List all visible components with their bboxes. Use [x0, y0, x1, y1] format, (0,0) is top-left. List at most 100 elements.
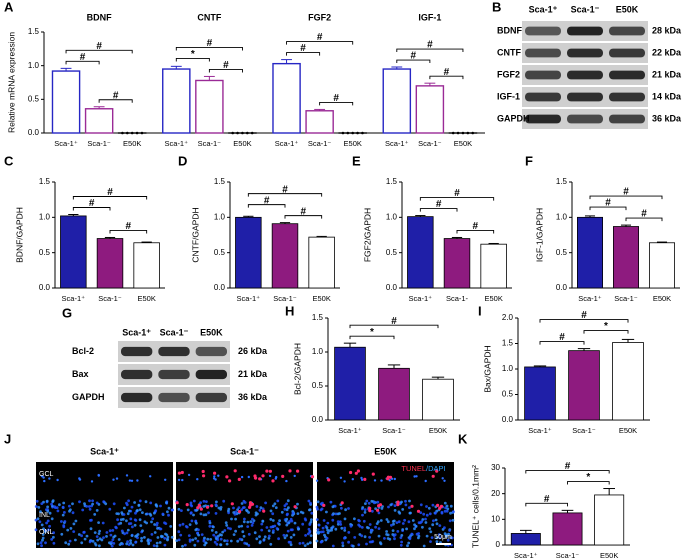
nucleus [136, 509, 139, 512]
nucleus [158, 527, 162, 531]
nucleus [74, 538, 77, 542]
zero-dot [126, 131, 129, 135]
nucleus [184, 525, 188, 528]
y-axis-label: Relative mRNA expression [6, 32, 16, 133]
x-tick-label: Sca-1⁺ [338, 426, 362, 435]
panel-letter: A [4, 0, 14, 14]
tunel-cell [340, 501, 344, 505]
y-tick-label: 1.0 [39, 212, 51, 221]
nucleus [80, 541, 84, 545]
panel-letter: G [62, 305, 72, 320]
nucleus [383, 537, 386, 540]
nucleus [87, 505, 91, 508]
nucleus [148, 512, 152, 516]
nucleus [450, 536, 454, 540]
tunel-cell [177, 471, 181, 475]
nucleus [98, 544, 101, 548]
zero-dot [471, 131, 475, 135]
nucleus [207, 511, 210, 515]
nucleus [140, 536, 144, 540]
nucleus [208, 524, 212, 528]
nucleus [194, 537, 198, 540]
y-tick-label: 1.5 [39, 177, 51, 186]
tunel-cell [377, 504, 381, 508]
significance-label: # [89, 198, 95, 209]
nucleus [141, 529, 144, 533]
nucleus [237, 525, 241, 528]
nucleus [90, 518, 93, 522]
group-label: IGF-1 [418, 12, 441, 22]
x-tick-label: Sca-1⁺ [409, 294, 433, 303]
nucleus [326, 528, 329, 532]
nucleus [34, 528, 38, 532]
bar [195, 79, 224, 134]
nucleus [153, 511, 156, 515]
significance-bracket [319, 101, 354, 106]
nucleus [242, 499, 246, 503]
nucleus [411, 519, 415, 522]
zero-dot [461, 131, 465, 135]
blot-protein-label: IGF-1 [497, 91, 520, 101]
gcl-nucleus [380, 479, 383, 482]
nucleus [123, 506, 126, 510]
group-label: FGF2 [308, 12, 331, 22]
nucleus [60, 520, 63, 523]
nucleus [95, 509, 99, 512]
nucleus [166, 510, 169, 514]
tunel-cell [310, 475, 315, 479]
nucleus [192, 499, 196, 503]
nucleus [409, 511, 412, 515]
blot-protein-label: BDNF [497, 25, 522, 35]
tunel-cell [363, 477, 367, 481]
nucleus [381, 505, 384, 508]
nucleus [425, 505, 428, 508]
gcl-nucleus [214, 478, 217, 481]
significance-bracket [396, 59, 431, 64]
nucleus [333, 504, 337, 508]
nucleus [126, 540, 129, 544]
layer-label: GCL [39, 471, 54, 478]
nucleus [448, 519, 452, 523]
nucleus [225, 542, 229, 546]
nucleus [367, 501, 371, 505]
tunel-cell [248, 501, 253, 505]
nucleus [443, 501, 447, 505]
nucleus [316, 500, 320, 504]
nucleus [167, 506, 171, 510]
nucleus [269, 542, 273, 546]
gcl-nucleus [441, 477, 444, 480]
nucleus [369, 528, 373, 532]
nucleus [303, 544, 307, 547]
nucleus [95, 501, 99, 505]
tunel-cell [439, 504, 444, 508]
nucleus [308, 523, 312, 526]
bar [568, 350, 600, 421]
bar [272, 62, 301, 134]
nucleus [50, 502, 53, 506]
nucleus [119, 518, 123, 521]
significance-label: # [623, 187, 629, 198]
x-tick-label: Sca-1- [446, 294, 469, 303]
significance-label: # [391, 316, 397, 327]
significance-label: # [113, 90, 119, 101]
blot-band [525, 114, 561, 124]
zero-dot [246, 131, 249, 135]
blot-size-label: 21 kDa [238, 369, 268, 379]
bar [133, 242, 160, 289]
gcl-nucleus [177, 478, 181, 482]
nucleus [397, 520, 401, 524]
nucleus [372, 501, 376, 505]
nucleus [269, 509, 273, 513]
nucleus [243, 517, 246, 521]
nucleus [61, 513, 65, 517]
x-tick-label: E50K [484, 294, 502, 303]
bar [60, 215, 87, 289]
nucleus [258, 508, 262, 512]
bar [378, 367, 410, 421]
stain-label: /DAPI [426, 464, 446, 473]
nucleus [68, 509, 71, 513]
nucleus [52, 535, 55, 539]
bar [334, 346, 366, 421]
nucleus [217, 506, 221, 510]
nucleus [307, 499, 311, 503]
